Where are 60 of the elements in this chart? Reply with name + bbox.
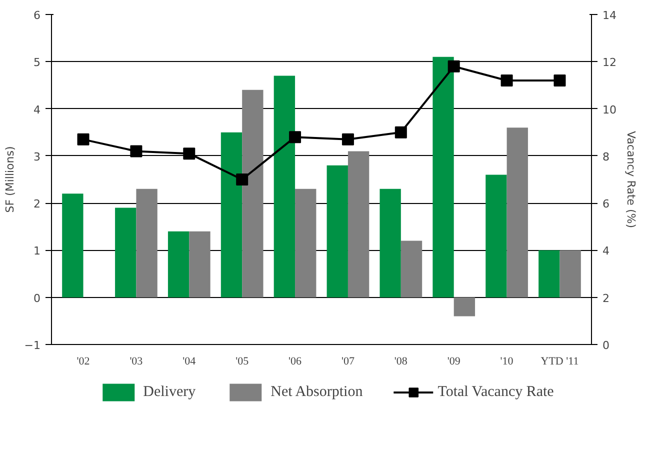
y-tick-label: 1 bbox=[34, 244, 40, 258]
bar bbox=[274, 76, 296, 298]
x-tick-label: '08 bbox=[394, 356, 408, 368]
y-axis-title: SF (Millions) bbox=[3, 146, 16, 213]
legend-label: Total Vacancy Rate bbox=[438, 384, 554, 400]
bar bbox=[380, 188, 401, 298]
bar bbox=[432, 56, 454, 298]
bar bbox=[506, 128, 528, 298]
point bbox=[500, 74, 513, 86]
y-tick-label: 2 bbox=[34, 198, 40, 211]
bar bbox=[348, 151, 370, 298]
point bbox=[342, 133, 354, 146]
x-tick-label: '09 bbox=[447, 356, 461, 368]
y-tick-label: 0 bbox=[34, 292, 40, 305]
y2-tick-label: 10 bbox=[602, 103, 616, 116]
x-tick-label: '10 bbox=[500, 356, 514, 368]
bar bbox=[326, 165, 348, 298]
x-tick-label: '07 bbox=[341, 356, 355, 368]
bar bbox=[242, 90, 264, 298]
x-tick-label: '02 bbox=[76, 356, 90, 368]
y2-tick-label: 2 bbox=[602, 292, 610, 305]
y-tick-label: 4 bbox=[34, 103, 40, 116]
bar bbox=[295, 188, 316, 298]
bar bbox=[538, 250, 560, 298]
bar bbox=[136, 188, 158, 298]
x-tick-label: '03 bbox=[130, 356, 144, 368]
point bbox=[289, 131, 302, 144]
y2-axis-title: Vacancy Rate (%) bbox=[624, 131, 638, 228]
x-tick-label: '06 bbox=[288, 356, 302, 368]
bar bbox=[486, 174, 507, 298]
y-tick-label: −1 bbox=[24, 339, 41, 352]
y-tick-label: 6 bbox=[34, 9, 40, 22]
point bbox=[183, 148, 196, 160]
bar bbox=[400, 240, 422, 298]
bar bbox=[189, 231, 210, 298]
bar bbox=[168, 231, 190, 298]
bar bbox=[560, 250, 581, 298]
y-tick-label: 3 bbox=[34, 150, 40, 164]
y2-tick-label: 12 bbox=[602, 56, 616, 70]
legend-label: Delivery bbox=[143, 384, 196, 400]
y2-tick-label: 4 bbox=[602, 244, 610, 258]
point bbox=[77, 133, 90, 146]
point bbox=[554, 74, 566, 86]
y2-tick-label: 14 bbox=[602, 9, 616, 22]
bar bbox=[220, 132, 242, 298]
x-tick-label: '04 bbox=[182, 356, 196, 368]
y2-tick-label: 8 bbox=[602, 150, 610, 164]
y2-tick-label: 0 bbox=[602, 339, 610, 352]
point bbox=[236, 174, 248, 186]
point bbox=[394, 126, 407, 138]
x-tick-label: YTD '11 bbox=[540, 356, 579, 368]
legend-label: Net Absorption bbox=[270, 384, 363, 400]
y2-tick-label: 6 bbox=[602, 198, 610, 211]
bar bbox=[454, 297, 476, 316]
point bbox=[130, 145, 142, 158]
point bbox=[448, 60, 460, 72]
x-tick-label: '05 bbox=[236, 356, 250, 368]
y-tick-label: 5 bbox=[34, 56, 40, 70]
bar bbox=[115, 208, 136, 298]
bar bbox=[62, 194, 84, 298]
